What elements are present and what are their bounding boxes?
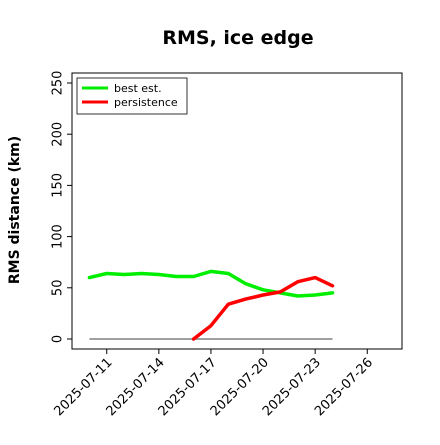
- y-tick-label: 250: [51, 71, 66, 96]
- legend: best est. persistence: [76, 77, 188, 115]
- series-line-best-est: [87, 269, 335, 298]
- plot-frame: [71, 72, 403, 350]
- legend-label-persistence: persistence: [114, 96, 178, 109]
- y-axis-label: RMS distance (km): [7, 136, 23, 284]
- y-tick-label: 150: [51, 173, 66, 198]
- chart-title: RMS, ice edge: [162, 27, 313, 49]
- series-line-persistence: [191, 275, 335, 341]
- legend-label-best-est: best est.: [114, 82, 162, 95]
- y-tick-label: 200: [51, 122, 66, 147]
- y-tick-label: 100: [51, 224, 66, 249]
- y-tick-label: 50: [51, 280, 66, 297]
- y-tick-label: 0: [51, 335, 66, 343]
- legend-box: [76, 77, 188, 115]
